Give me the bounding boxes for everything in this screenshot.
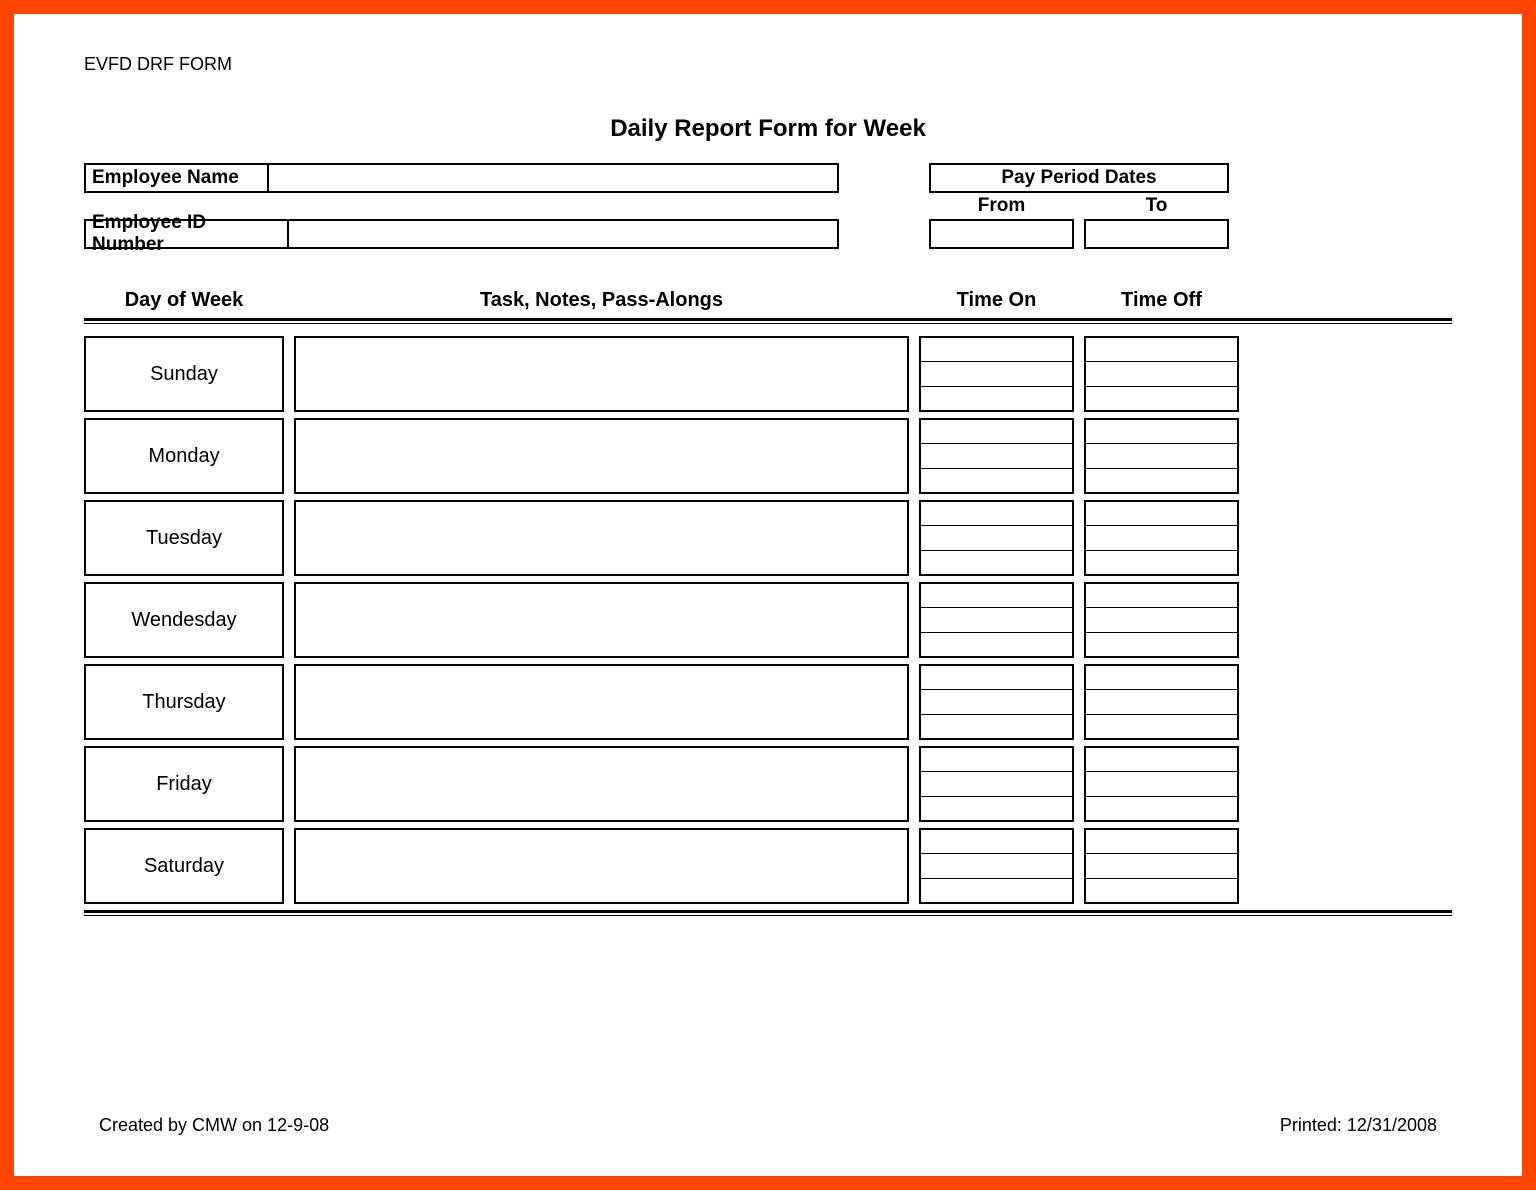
printed-date-text: Printed: 12/31/2008 [1280,1115,1437,1136]
time-on-cell[interactable] [919,336,1074,412]
footer-rule-bottom [84,915,1452,916]
time-on-cell[interactable] [919,664,1074,740]
col-day-header: Day of Week [84,289,284,312]
task-cell[interactable] [294,418,909,494]
col-timeon-header: Time On [919,289,1074,312]
table-row: Sunday [84,336,1452,412]
table-row: Wendesday [84,582,1452,658]
time-off-cell[interactable] [1084,664,1239,740]
from-label: From [929,193,1074,219]
task-cell[interactable] [294,582,909,658]
form-code: EVFD DRF FORM [84,54,1452,75]
header-rule-bottom [84,323,1452,324]
time-on-cell[interactable] [919,746,1074,822]
time-off-cell[interactable] [1084,828,1239,904]
time-on-cell[interactable] [919,500,1074,576]
task-cell[interactable] [294,500,909,576]
day-name-cell: Monday [84,418,284,494]
col-timeoff-header: Time Off [1084,289,1239,312]
header-rule-top [84,318,1452,321]
task-cell[interactable] [294,336,909,412]
to-date-field[interactable] [1084,219,1229,249]
employee-name-label: Employee Name [84,163,269,193]
footer-rule-top [84,910,1452,913]
table-row: Friday [84,746,1452,822]
time-off-cell[interactable] [1084,746,1239,822]
document-frame: EVFD DRF FORM Daily Report Form for Week… [0,0,1536,1190]
time-on-cell[interactable] [919,582,1074,658]
from-date-field[interactable] [929,219,1074,249]
table-row: Saturday [84,828,1452,904]
report-table: Day of Week Task, Notes, Pass-Alongs Tim… [84,289,1452,916]
task-cell[interactable] [294,746,909,822]
employee-id-field[interactable] [289,219,839,249]
time-off-cell[interactable] [1084,500,1239,576]
time-off-cell[interactable] [1084,418,1239,494]
col-task-header: Task, Notes, Pass-Alongs [294,289,909,312]
task-cell[interactable] [294,828,909,904]
day-name-cell: Friday [84,746,284,822]
day-name-cell: Wendesday [84,582,284,658]
table-row: Monday [84,418,1452,494]
employee-name-field[interactable] [269,163,839,193]
day-name-cell: Tuesday [84,500,284,576]
time-off-cell[interactable] [1084,582,1239,658]
to-label: To [1084,193,1229,219]
day-name-cell: Sunday [84,336,284,412]
created-by-text: Created by CMW on 12-9-08 [99,1115,329,1136]
page-footer: Created by CMW on 12-9-08 Printed: 12/31… [99,1115,1437,1136]
page-title: Daily Report Form for Week [84,115,1452,143]
employee-id-label: Employee ID Number [84,219,289,249]
time-on-cell[interactable] [919,828,1074,904]
time-on-cell[interactable] [919,418,1074,494]
table-row: Tuesday [84,500,1452,576]
day-name-cell: Thursday [84,664,284,740]
day-name-cell: Saturday [84,828,284,904]
time-off-cell[interactable] [1084,336,1239,412]
task-cell[interactable] [294,664,909,740]
pay-period-label: Pay Period Dates [929,163,1229,193]
table-row: Thursday [84,664,1452,740]
